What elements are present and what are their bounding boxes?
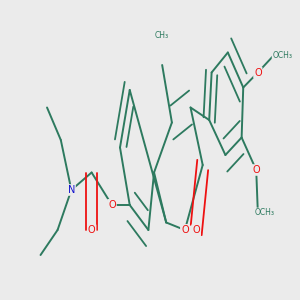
Text: O: O <box>252 165 260 175</box>
Text: O: O <box>181 225 189 235</box>
Text: O: O <box>192 225 200 235</box>
Text: O: O <box>88 225 95 235</box>
Text: O: O <box>192 225 200 235</box>
Text: OCH₃: OCH₃ <box>254 208 274 217</box>
Text: O: O <box>108 200 116 210</box>
Text: O: O <box>181 225 189 235</box>
Text: CH₃: CH₃ <box>155 31 169 40</box>
Text: O: O <box>108 200 116 210</box>
Text: N: N <box>68 185 75 195</box>
Text: O: O <box>254 68 262 77</box>
Text: OCH₃: OCH₃ <box>272 50 292 59</box>
Text: O: O <box>88 225 95 235</box>
